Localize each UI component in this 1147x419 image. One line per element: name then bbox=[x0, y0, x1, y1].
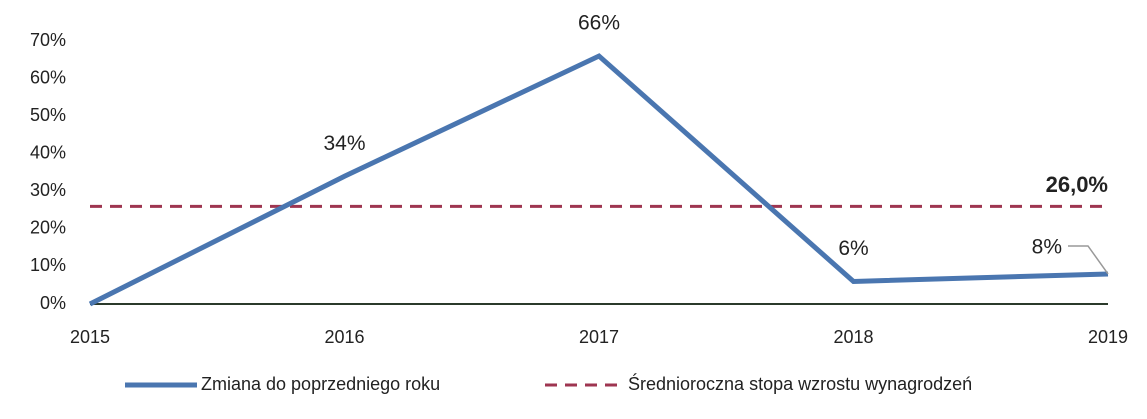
x-tick-label: 2016 bbox=[324, 327, 364, 347]
y-tick-label: 30% bbox=[30, 180, 66, 200]
x-tick-label: 2015 bbox=[70, 327, 110, 347]
y-tick-label: 40% bbox=[30, 142, 66, 162]
y-tick-label: 20% bbox=[30, 218, 66, 238]
reference-label: 26,0% bbox=[1046, 172, 1108, 197]
data-label: 34% bbox=[323, 132, 365, 155]
x-tick-label: 2018 bbox=[833, 327, 873, 347]
data-label: 8% bbox=[1032, 235, 1062, 258]
y-tick-label: 60% bbox=[30, 67, 66, 87]
legend-label: Zmiana do poprzedniego roku bbox=[201, 374, 440, 394]
y-tick-label: 70% bbox=[30, 30, 66, 50]
data-label: 6% bbox=[838, 237, 868, 260]
x-tick-label: 2017 bbox=[579, 327, 619, 347]
data-line bbox=[88, 53, 1109, 307]
y-tick-label: 50% bbox=[30, 105, 66, 125]
legend-label: Średnioroczna stopa wzrostu wynagrodzeń bbox=[628, 373, 972, 394]
y-tick-label: 10% bbox=[30, 255, 66, 275]
leader-line bbox=[1068, 245, 1109, 275]
y-tick-label: 0% bbox=[40, 293, 66, 313]
x-tick-label: 2019 bbox=[1088, 327, 1128, 347]
data-label: 66% bbox=[578, 12, 620, 35]
